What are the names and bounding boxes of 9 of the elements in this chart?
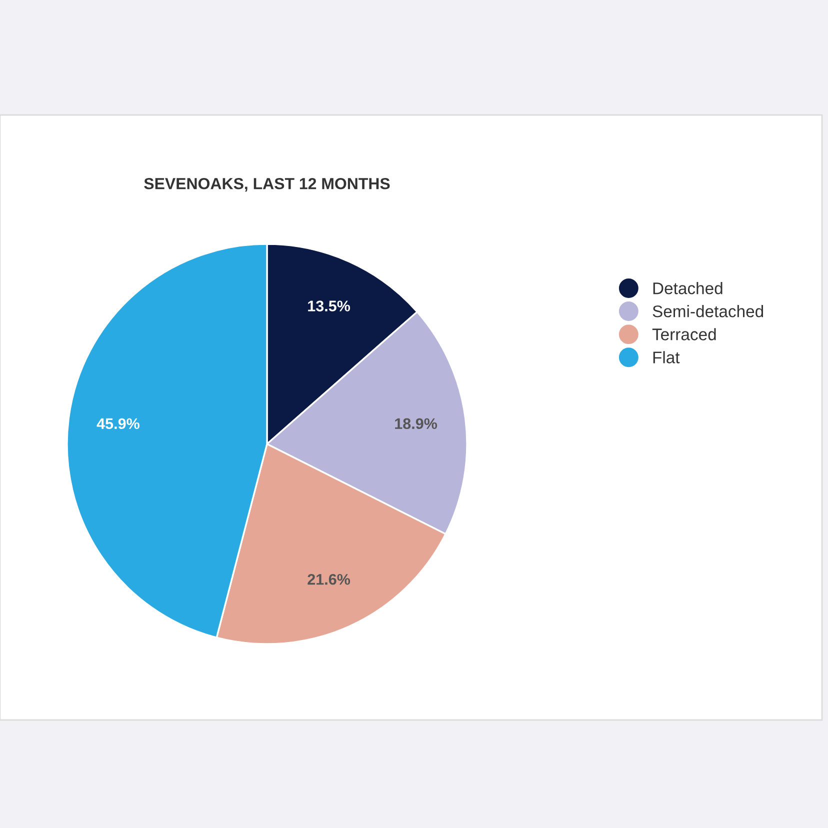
legend-label: Terraced bbox=[652, 328, 716, 340]
chart-title: SEVENOAKS, LAST 12 MONTHS bbox=[144, 178, 390, 192]
legend-label: Semi-detached bbox=[652, 305, 764, 318]
data-label: 18.9% bbox=[395, 418, 438, 430]
legend-label: Flat bbox=[653, 351, 680, 364]
data-label: 13.5% bbox=[308, 300, 350, 312]
data-label: 21.6% bbox=[308, 574, 350, 585]
legend-label: Detached bbox=[653, 282, 722, 294]
data-label: 45.9% bbox=[96, 418, 140, 430]
